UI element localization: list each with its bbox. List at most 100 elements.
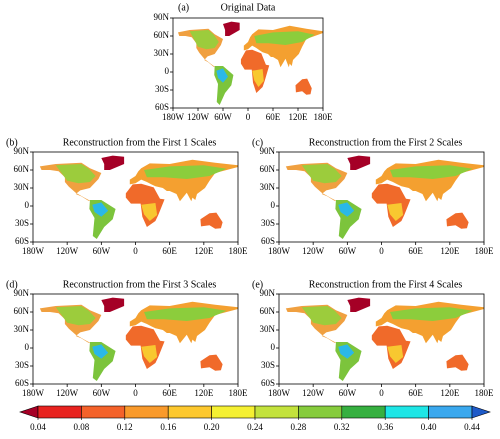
colorbar-low: [19, 405, 39, 419]
lon-tick-label: 180E: [475, 246, 495, 256]
lat-tick-label: 60S: [261, 236, 275, 246]
colorbar-segment: [167, 405, 212, 419]
lat-tick-label: 90N: [260, 146, 276, 156]
colorbar-segment: [428, 405, 473, 419]
lon-tick-label: 180W: [22, 246, 45, 256]
lon-tick-label: 60E: [408, 388, 423, 398]
lon-tick-label: 120W: [56, 388, 79, 398]
panel-title: Reconstruction from the First 4 Scales: [309, 279, 463, 290]
lon-tick-label: 180W: [268, 388, 291, 398]
lon-tick-label: 60W: [93, 246, 111, 256]
lat-tick-label: 30S: [261, 218, 275, 228]
lon-tick-label: 60W: [93, 388, 111, 398]
colorbar-tick-label: 0.20: [204, 422, 220, 432]
lon-tick-label: 120W: [302, 246, 325, 256]
lon-tick-label: 0: [246, 112, 251, 122]
map: [285, 155, 484, 239]
lon-tick-label: 120W: [302, 388, 325, 398]
colorbar-tick-label: 0.32: [334, 422, 350, 432]
lon-tick-label: 60E: [162, 246, 177, 256]
lat-tick-label: 90N: [154, 12, 170, 22]
lat-tick-label: 90N: [14, 288, 30, 298]
lon-tick-label: 180W: [162, 112, 185, 122]
lat-tick-label: 0: [271, 342, 276, 352]
lat-tick-label: 30S: [155, 84, 169, 94]
lon-tick-label: 60E: [162, 388, 177, 398]
colorbar-tick-label: 0.44: [464, 422, 480, 432]
lat-tick-label: 30N: [260, 324, 276, 334]
lat-tick-label: 60N: [260, 306, 276, 316]
lat-tick-label: 60N: [260, 164, 276, 174]
lon-tick-label: 120W: [56, 246, 79, 256]
colorbar-segment: [384, 405, 429, 419]
lon-tick-label: 180W: [22, 388, 45, 398]
lat-tick-label: 0: [25, 200, 30, 210]
colorbar-segment: [37, 405, 82, 419]
lat-tick-label: 60S: [15, 378, 29, 388]
lat-tick-label: 30S: [261, 360, 275, 370]
lon-tick-label: 120E: [440, 246, 460, 256]
colorbar-tick-label: 0.28: [291, 422, 307, 432]
lat-tick-label: 30N: [14, 182, 30, 192]
lon-tick-label: 120W: [187, 112, 210, 122]
map: [178, 21, 323, 106]
lat-tick-label: 0: [165, 66, 170, 76]
colorbar-segment: [341, 405, 386, 419]
lat-tick-label: 60S: [15, 236, 29, 246]
lon-tick-label: 0: [379, 246, 384, 256]
lon-tick-label: 120E: [440, 388, 460, 398]
colorbar-tick-label: 0.40: [421, 422, 437, 432]
lon-tick-label: 0: [133, 388, 138, 398]
lon-tick-label: 120E: [289, 112, 309, 122]
panel-label: (d): [6, 279, 18, 290]
lon-tick-label: 0: [133, 246, 138, 256]
map: [285, 297, 484, 381]
lon-tick-label: 180E: [475, 388, 495, 398]
lat-tick-label: 60N: [154, 30, 170, 40]
lon-tick-label: 60E: [408, 246, 423, 256]
lon-tick-label: 180E: [314, 112, 334, 122]
lat-tick-label: 30N: [260, 182, 276, 192]
panel-title: Reconstruction from the First 3 Scales: [63, 279, 217, 290]
lat-tick-label: 30S: [15, 218, 29, 228]
colorbar-segment: [211, 405, 256, 419]
lat-tick-label: 30S: [15, 360, 29, 370]
lat-tick-label: 30N: [154, 48, 170, 58]
panel-title: Reconstruction from the First 1 Scales: [63, 137, 217, 148]
panel-label: (a): [178, 2, 189, 13]
lon-tick-label: 60E: [266, 112, 281, 122]
lon-tick-label: 120E: [194, 388, 214, 398]
colorbar-tick-label: 0.16: [160, 422, 176, 432]
panel-title: Original Data: [221, 2, 276, 13]
lat-tick-label: 60S: [261, 378, 275, 388]
colorbar-segment: [298, 405, 343, 419]
lat-tick-label: 60S: [155, 102, 169, 112]
lon-tick-label: 180E: [229, 388, 249, 398]
lon-tick-label: 60W: [214, 112, 232, 122]
panel-label: (e): [252, 279, 263, 290]
lon-tick-label: 180W: [268, 246, 291, 256]
lat-tick-label: 90N: [260, 288, 276, 298]
colorbar-segment: [81, 405, 126, 419]
colorbar-segment: [254, 405, 299, 419]
lat-tick-label: 0: [25, 342, 30, 352]
colorbar-tick-label: 0.24: [247, 422, 263, 432]
lat-tick-label: 90N: [14, 146, 30, 156]
lon-tick-label: 60W: [339, 246, 357, 256]
colorbar-segment: [124, 405, 169, 419]
map: [39, 155, 238, 239]
colorbar-high: [471, 405, 491, 419]
lat-tick-label: 60N: [14, 306, 30, 316]
lon-tick-label: 180E: [229, 246, 249, 256]
map: [39, 297, 238, 381]
lon-tick-label: 120E: [194, 246, 214, 256]
lat-tick-label: 30N: [14, 324, 30, 334]
colorbar-tick-label: 0.12: [117, 422, 133, 432]
lon-tick-label: 60W: [339, 388, 357, 398]
lat-tick-label: 60N: [14, 164, 30, 174]
colorbar-tick-label: 0.08: [74, 422, 90, 432]
panel-title: Reconstruction from the First 2 Scales: [309, 137, 463, 148]
colorbar-tick-label: 0.36: [377, 422, 393, 432]
panel-label: (c): [252, 137, 263, 148]
